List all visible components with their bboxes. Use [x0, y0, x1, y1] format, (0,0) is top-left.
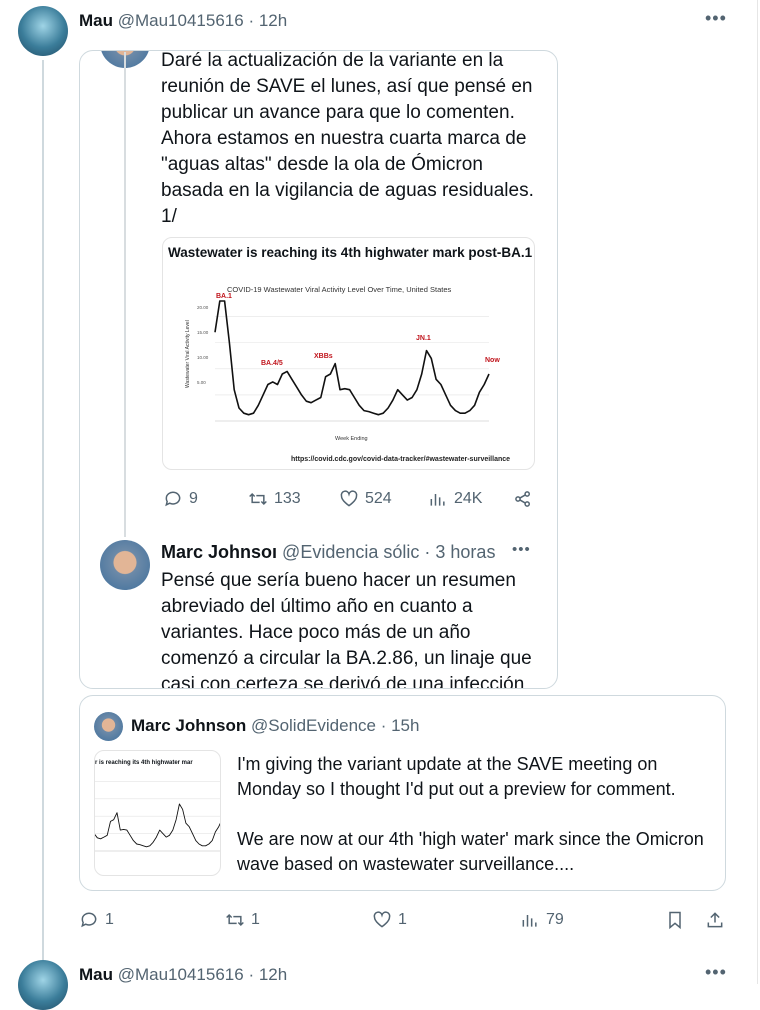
views-icon	[430, 494, 445, 506]
count: 24K	[454, 490, 483, 507]
annotation-xbbs: XBBs	[314, 353, 333, 360]
reply-icon	[165, 491, 181, 507]
text-line: Daré la actualización de la variante en …	[161, 50, 504, 71]
repost-icon	[226, 913, 244, 927]
author-name: Marc Johnsoı	[161, 542, 278, 562]
screenshot-tweet-text: Daré la actualización de la variante en …	[161, 48, 534, 230]
tweet-time[interactable]: · 12h	[248, 965, 288, 984]
thread-line	[42, 60, 44, 960]
bookmark-icon	[669, 911, 681, 930]
author-handle: @Evidencia sólic	[282, 542, 420, 562]
repost-count: 133	[248, 489, 301, 509]
share-icon	[707, 912, 723, 928]
repost-button[interactable]: 1	[225, 910, 260, 930]
more-horizontal-icon[interactable]: •••	[705, 962, 727, 982]
quote-thumbnail: r is reaching its 4th highwater mar	[94, 750, 221, 876]
heart-icon	[373, 911, 391, 928]
views-icon	[522, 915, 537, 927]
quote-paragraph: I'm giving the variant update at the SAV…	[237, 754, 676, 799]
text-line: abreviado del último año en cuanto a	[161, 596, 473, 617]
chart-plot	[214, 300, 490, 422]
quote-paragraph: We are now at our 4th 'high water' mark …	[237, 829, 704, 874]
series-line	[214, 300, 490, 416]
y-tick: 10.00	[197, 355, 209, 360]
count: 1	[398, 911, 407, 928]
y-tick: 15.00	[197, 330, 209, 335]
tweet-header: Mau @Mau10415616 · 12h	[79, 965, 287, 985]
author-name[interactable]: Mau	[79, 965, 113, 984]
share-button[interactable]	[705, 910, 725, 930]
count: 1	[105, 911, 114, 928]
thumb-chart	[95, 781, 220, 852]
count: 524	[365, 490, 392, 507]
thumb-headline: r is reaching its 4th highwater mar	[95, 760, 193, 766]
heart-icon	[340, 490, 358, 507]
reply-button[interactable]: 1	[79, 910, 114, 930]
y-tick: 5.00	[197, 380, 206, 385]
text-line: publicar un avance para que lo comenten.	[161, 102, 515, 123]
avatar[interactable]	[18, 6, 68, 56]
quoted-tweet[interactable]: Marc Johnson @SolidEvidence · 15h r is r…	[79, 695, 726, 891]
count: 133	[274, 490, 301, 507]
reply-icon	[81, 912, 97, 928]
text-line: basada en la vigilancia de aguas residua…	[161, 180, 534, 201]
author-name[interactable]: Mau	[79, 11, 113, 30]
reply-header: Marc Johnsoı @Evidencia sólic · 3 horas	[161, 542, 495, 563]
reply-text: Pensé que sería bueno hacer un resumen a…	[161, 568, 532, 688]
bookmark-button[interactable]	[665, 910, 685, 930]
avatar	[100, 540, 150, 590]
author-name: Marc Johnson	[131, 716, 247, 735]
like-count: 524	[339, 489, 392, 509]
column-border	[757, 0, 758, 984]
avatar	[94, 712, 123, 741]
chart-source: https://covid.cdc.gov/covid-data-tracker…	[291, 456, 511, 463]
annotation-ba1: BA.1	[216, 293, 232, 300]
quote-text: I'm giving the variant update at the SAV…	[237, 752, 717, 877]
text-line: 1/	[161, 206, 177, 227]
repost-icon	[249, 492, 267, 506]
author-handle[interactable]: @Mau10415616	[117, 11, 244, 30]
text-line: "aguas altas" desde la ola de Ómicron	[161, 154, 483, 175]
text-line: Ahora estamos en nuestra cuarta marca de	[161, 128, 527, 149]
views-count: 24K	[428, 489, 482, 509]
text-line: variantes. Hace poco más de un año	[161, 622, 471, 643]
series-line	[95, 803, 220, 848]
y-tick: 20.00	[197, 305, 209, 310]
annotation-jn1: JN.1	[416, 335, 431, 342]
chart-title: COVID-19 Wastewater Viral Activity Level…	[227, 285, 452, 294]
text-line: reunión de SAVE el lunes, así que pensé …	[161, 76, 533, 97]
like-button[interactable]: 1	[372, 910, 407, 930]
annotation-now: Now	[485, 357, 500, 364]
author-handle: @SolidEvidence	[250, 716, 376, 735]
reply-count: 9	[163, 489, 198, 509]
chart-image: Wastewater is reaching its 4th highwater…	[162, 237, 535, 470]
share-icon	[513, 489, 533, 509]
tweet-time: · 15h	[380, 716, 420, 735]
text-line: comenzó a circular la BA.2.86, un linaje…	[161, 648, 532, 669]
count: 9	[189, 490, 198, 507]
avatar[interactable]	[18, 960, 68, 1010]
x-axis-label: Week Ending	[335, 436, 368, 442]
quote-header: Marc Johnson @SolidEvidence · 15h	[131, 716, 419, 736]
more-horizontal-icon: •••	[512, 541, 531, 558]
thread-line	[124, 52, 126, 537]
text-line: Pensé que sería bueno hacer un resumen	[161, 570, 516, 591]
count: 79	[546, 911, 564, 928]
tweet-time[interactable]: · 12h	[248, 11, 288, 30]
more-horizontal-icon[interactable]: •••	[705, 8, 727, 28]
y-axis-label: Wastewater Viral Activity Level	[185, 320, 191, 388]
count: 1	[251, 911, 260, 928]
tweet-header: Mau @Mau10415616 · 12h	[79, 11, 287, 31]
annotation-ba45: BA.4/5	[261, 360, 283, 367]
chart-headline: Wastewater is reaching its 4th highwater…	[168, 245, 533, 260]
views-button[interactable]: 79	[520, 910, 564, 930]
author-handle[interactable]: @Mau10415616	[117, 965, 244, 984]
tweet-time: · 3 horas	[424, 542, 496, 562]
text-line: casi con certeza se derivó de una infecc…	[161, 674, 525, 688]
